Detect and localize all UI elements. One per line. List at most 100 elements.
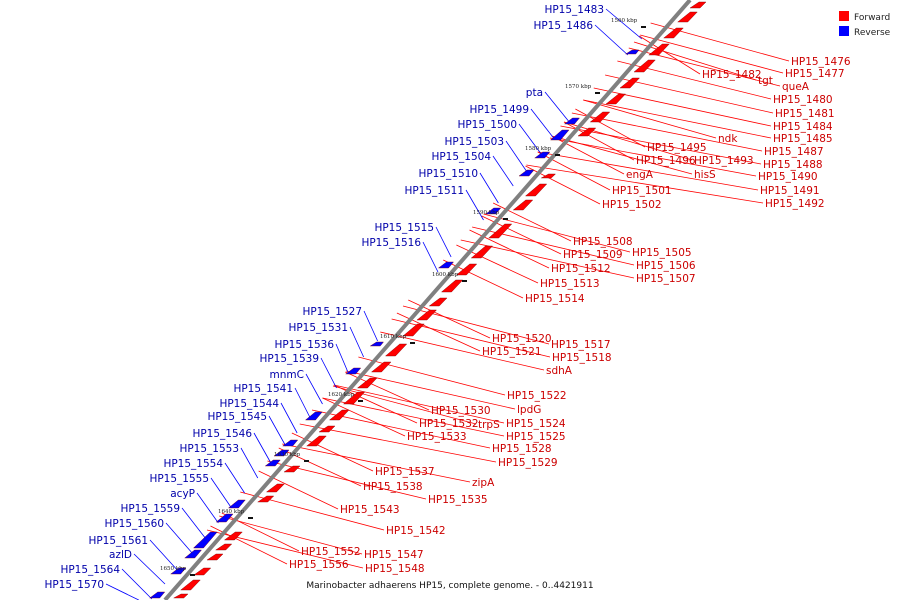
kbp-tick-mark	[595, 92, 600, 94]
forward-leader-line	[551, 135, 625, 175]
kbp-tick-label: 1620 kbp	[328, 392, 355, 398]
reverse-leader-line	[105, 583, 139, 600]
reverse-gene-arrow	[369, 341, 384, 347]
kbp-tick-label: 1650 kbp	[160, 566, 187, 572]
forward-gene-label: sdhA	[546, 365, 573, 377]
forward-leader-line	[650, 22, 790, 62]
forward-gene-arrow	[470, 245, 493, 259]
forward-gene-label: HP15_1552	[301, 546, 361, 558]
reverse-gene-arrow	[264, 459, 281, 467]
forward-gene-label: HP15_1543	[340, 504, 400, 516]
reverse-leader-line	[149, 539, 178, 571]
reverse-leader-line	[349, 326, 364, 358]
reverse-gene-arrow	[184, 549, 202, 559]
forward-gene-label: HP15_1501	[612, 185, 672, 197]
forward-gene-label: HP15_1529	[498, 457, 558, 469]
forward-gene-arrow	[689, 1, 707, 9]
forward-gene-arrow	[328, 409, 350, 421]
reverse-leader-line	[435, 226, 452, 258]
reverse-leader-line	[479, 172, 499, 204]
reverse-gene-arrow	[345, 367, 362, 375]
forward-gene-arrow	[648, 43, 670, 56]
legend-reverse-swatch	[839, 26, 849, 36]
forward-gene-label: HP15_1506	[636, 260, 696, 272]
reverse-leader-line	[240, 447, 259, 479]
forward-gene-label: zipA	[472, 477, 495, 489]
forward-leader-line	[299, 423, 497, 463]
forward-gene-label: HP15_1488	[763, 159, 823, 171]
forward-gene-label: hisS	[694, 169, 716, 181]
kbp-tick-mark	[358, 400, 363, 402]
forward-gene-label: HP15_1502	[602, 199, 662, 211]
reverse-gene-label: azlD	[109, 549, 132, 561]
forward-leader-line	[333, 384, 505, 424]
kbp-tick-mark	[248, 517, 253, 519]
reverse-gene-label: HP15_1483	[544, 4, 604, 16]
reverse-gene-arrow	[437, 261, 454, 269]
kbp-tick-label: 1560 kbp	[611, 18, 638, 24]
kbp-tick-label: 1610 kbp	[380, 334, 407, 340]
reverse-gene-label: HP15_1500	[457, 119, 517, 131]
reverse-gene-label: HP15_1536	[274, 339, 334, 351]
forward-gene-label: HP15_1535	[428, 494, 488, 506]
forward-leader-line	[221, 512, 300, 552]
forward-leader-line	[525, 165, 601, 205]
forward-gene-arrow	[633, 59, 656, 73]
legend-forward-swatch	[839, 11, 849, 21]
kbp-tick-label: 1630 kbp	[274, 452, 301, 458]
reverse-gene-label: HP15_1564	[60, 564, 120, 576]
kbp-tick-mark	[641, 26, 646, 28]
reverse-gene-label: HP15_1515	[374, 222, 434, 234]
reverse-gene-label: HP15_1553	[179, 443, 239, 455]
reverse-gene-label: HP15_1559	[120, 503, 180, 515]
forward-gene-label: HP15_1491	[760, 185, 820, 197]
reverse-leader-line	[121, 568, 153, 600]
kbp-tick-mark	[190, 574, 195, 576]
forward-gene-label: HP15_1512	[551, 263, 611, 275]
forward-gene-arrow	[215, 543, 233, 551]
reverse-leader-line	[210, 477, 232, 509]
forward-gene-label: HP15_1530	[431, 405, 491, 417]
forward-gene-label: HP15_1508	[573, 236, 633, 248]
forward-gene-arrow	[265, 483, 285, 493]
forward-gene-arrow	[384, 343, 408, 357]
kbp-tick-mark	[410, 342, 415, 344]
forward-gene-arrow	[589, 111, 611, 123]
reverse-gene-label: HP15_1527	[302, 306, 362, 318]
forward-gene-label: HP15_1484	[773, 121, 833, 133]
forward-gene-label: HP15_1547	[364, 549, 424, 561]
reverse-gene-label: pta	[526, 87, 543, 99]
reverse-gene-arrow	[193, 531, 218, 549]
reverse-leader-line	[165, 522, 193, 554]
reverse-leader-line	[305, 373, 323, 405]
forward-gene-label: HP15_1495	[647, 142, 707, 154]
reverse-gene-arrow	[563, 117, 580, 125]
forward-gene-label: HP15_1481	[775, 108, 835, 120]
reverse-gene-label: HP15_1531	[288, 322, 348, 334]
reverse-leader-line	[363, 310, 378, 342]
reverse-leader-line	[181, 507, 206, 539]
forward-gene-label: HP15_1476	[791, 56, 851, 68]
forward-leader-line	[358, 356, 506, 396]
reverse-leader-line	[605, 8, 643, 40]
reverse-leader-line	[268, 415, 287, 447]
forward-leader-line	[282, 443, 471, 483]
reverse-gene-arrow	[227, 499, 246, 509]
forward-gene-label: HP15_1477	[785, 68, 845, 80]
forward-gene-label: HP15_1528	[492, 443, 552, 455]
reverse-gene-label: HP15_1560	[104, 518, 164, 530]
reverse-gene-label: HP15_1510	[418, 168, 478, 180]
reverse-leader-line	[320, 357, 337, 389]
forward-leader-line	[219, 515, 363, 555]
reverse-leader-line	[492, 155, 514, 187]
kbp-tick-label: 1590 kbp	[473, 210, 500, 216]
forward-gene-arrow	[173, 593, 189, 599]
forward-gene-arrow	[524, 183, 548, 197]
forward-gene-arrow	[677, 11, 698, 23]
genome-backbone	[163, 0, 692, 600]
reverse-gene-arrow	[149, 591, 166, 599]
reverse-gene-arrow	[534, 151, 551, 159]
forward-leader-line	[633, 41, 757, 81]
